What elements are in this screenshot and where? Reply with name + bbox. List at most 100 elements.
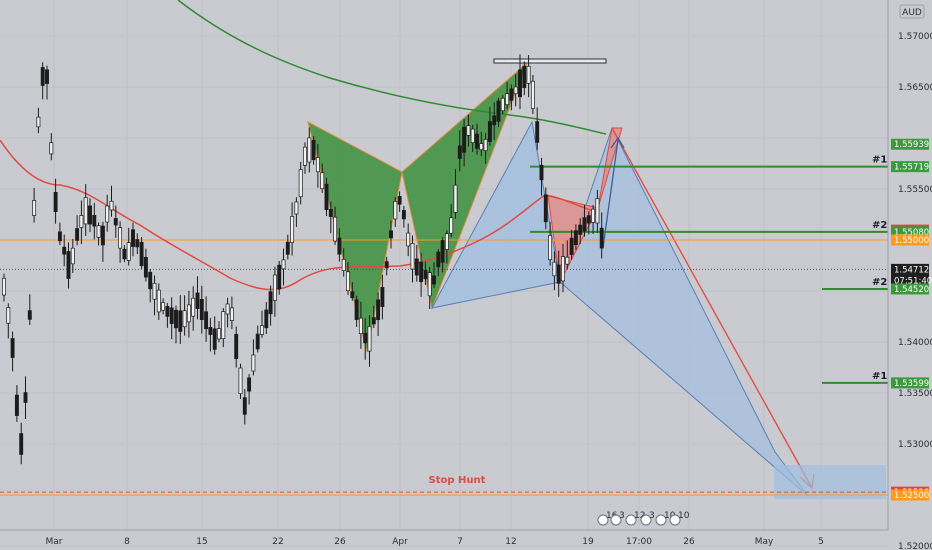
candle-body: [565, 256, 570, 265]
level-label: #2: [872, 277, 887, 288]
candle-body: [573, 230, 578, 246]
candle-body: [307, 137, 312, 163]
candle-body: [143, 256, 148, 278]
annotations: 16 3 12 3 10 10: [597, 511, 690, 526]
time-axis[interactable]: Mar 8 15 22 26 Apr 7 12 19 17:00 26 May 5: [0, 529, 888, 547]
candle-body: [234, 334, 239, 359]
candle-body: [49, 142, 54, 155]
candle-body: [70, 247, 75, 265]
price-tick-label: 1.53500: [898, 389, 932, 399]
stop-hunt-label: Stop Hunt: [429, 475, 486, 486]
time-tick-label: 12: [505, 537, 516, 547]
candle-body: [492, 115, 497, 126]
candle-body: [45, 69, 49, 84]
candle-body: [367, 326, 372, 352]
candle-body: [191, 297, 196, 317]
candle-body: [376, 299, 381, 321]
candle-body: [14, 394, 19, 416]
candle-body: [466, 125, 471, 136]
ma-200: [177, 0, 607, 135]
time-tick-label: Mar: [46, 537, 63, 547]
candle-body: [131, 229, 135, 247]
candle-body: [548, 235, 553, 261]
candle-body: [509, 88, 514, 101]
candle-body: [552, 261, 557, 277]
candle-body: [178, 310, 183, 332]
candle-body: [500, 97, 505, 112]
candle-body: [337, 237, 342, 255]
candle-body: [561, 256, 565, 282]
target-zone: [774, 465, 886, 499]
candle-body: [118, 227, 123, 249]
up-arrow-head: [610, 136, 625, 149]
candle-body: [595, 198, 600, 224]
price-tag: [891, 138, 929, 150]
candle-body: [148, 271, 153, 290]
projection-path: [611, 127, 813, 489]
candle-body: [32, 200, 37, 216]
candle-body: [315, 157, 320, 173]
candle-body: [324, 183, 329, 210]
candle-body: [174, 309, 178, 329]
candle-body: [479, 143, 484, 151]
price-tag-label: 1.55719: [894, 163, 929, 173]
candle-body: [294, 201, 299, 215]
candle-body: [475, 133, 479, 149]
candle-body: [217, 328, 221, 340]
candle-body: [440, 240, 445, 263]
candle-body: [281, 259, 286, 270]
candle-body: [268, 291, 273, 315]
candle-body: [556, 264, 561, 284]
candle-body: [298, 169, 303, 198]
time-tick-label: 8: [124, 537, 130, 547]
candle-body: [586, 215, 591, 224]
price-tick-label: 1.52000: [898, 542, 932, 550]
candle-body: [285, 241, 290, 255]
candle-body: [19, 433, 24, 455]
event-count: 12: [634, 511, 645, 521]
price-tick-label: 1.57000: [898, 32, 932, 42]
candle-body: [530, 80, 535, 109]
candle-body: [165, 306, 170, 317]
candle-body: [518, 69, 522, 98]
price-tag-label: 1.52500: [894, 491, 929, 501]
candle-body: [543, 194, 548, 223]
candle-body: [380, 287, 385, 307]
candle-body: [152, 282, 157, 300]
candle-body: [354, 299, 359, 320]
candle-body: [436, 251, 441, 268]
candle-body: [62, 246, 67, 255]
candle-body: [40, 67, 45, 86]
candle-body: [208, 327, 213, 335]
candle-body: [96, 225, 101, 238]
candle-body: [483, 139, 488, 151]
candle-body: [195, 292, 200, 309]
horizontal-levels: #1 #2 #2 #1 Stop Hunt: [0, 155, 888, 496]
candles: [2, 54, 604, 465]
candle-body: [427, 272, 432, 297]
candle-body: [406, 232, 411, 247]
candle-body: [135, 239, 140, 248]
price-tag: [891, 283, 929, 295]
candle-body: [199, 298, 204, 321]
candle-body: [156, 289, 161, 313]
price-tick-label: 1.54000: [898, 338, 932, 348]
candle-body: [204, 311, 209, 330]
price-tag-label: 1.55000: [894, 236, 929, 246]
price-tag: [891, 161, 929, 173]
candle-body: [346, 271, 350, 292]
price-tag: [891, 234, 929, 246]
event-count: 3: [649, 511, 655, 521]
price-axis[interactable]: AUD1.570001.565001.555001.540001.535001.…: [887, 0, 932, 550]
candle-body: [535, 121, 540, 143]
event-icon: [655, 514, 667, 526]
level-label: #2: [872, 220, 887, 231]
candle-body: [238, 367, 243, 395]
candle-body: [487, 121, 492, 142]
time-tick-label: 19: [582, 537, 594, 547]
candle-body: [410, 243, 415, 270]
price-tag-label: 1.55939: [894, 140, 929, 150]
event-count: 10: [678, 511, 690, 521]
candle-body: [23, 392, 28, 403]
